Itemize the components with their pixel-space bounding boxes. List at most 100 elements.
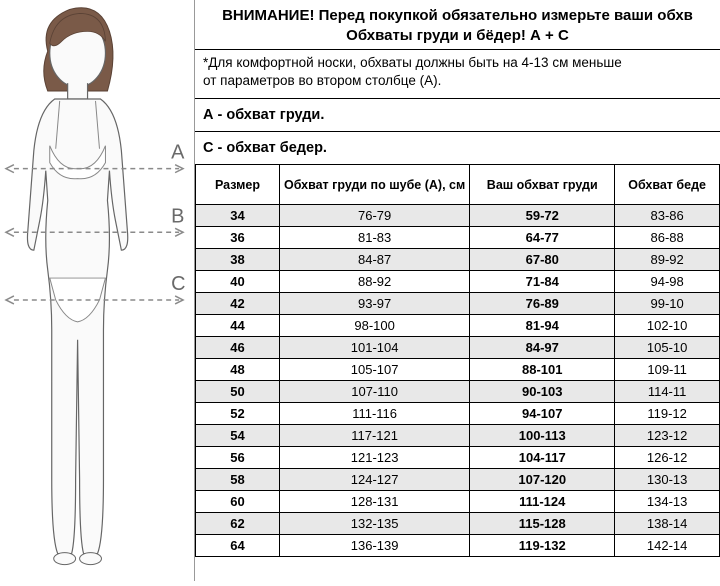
table-row: 3476-7959-7283-86 [196,205,720,227]
table-cell: 60 [196,491,280,513]
table-cell: 138-14 [615,513,720,535]
table-cell: 142-14 [615,535,720,557]
table-cell: 121-123 [280,447,470,469]
table-cell: 84-97 [470,337,615,359]
table-cell: 114-11 [615,381,720,403]
table-cell: 56 [196,447,280,469]
table-row: 64136-139119-132142-14 [196,535,720,557]
table-cell: 93-97 [280,293,470,315]
table-cell: 44 [196,315,280,337]
table-cell: 123-12 [615,425,720,447]
table-cell: 107-120 [470,469,615,491]
table-row: 54117-121100-113123-12 [196,425,720,447]
table-cell: 100-113 [470,425,615,447]
note-line2: от параметров во втором столбце (А). [203,72,712,90]
label-b: B [171,205,184,227]
table-cell: 88-92 [280,271,470,293]
table-cell: 50 [196,381,280,403]
table-cell: 36 [196,227,280,249]
table-cell: 94-98 [615,271,720,293]
table-cell: 71-84 [470,271,615,293]
table-row: 52111-11694-107119-12 [196,403,720,425]
header-subtitle: Обхваты груди и бёдер! А + С [203,26,712,46]
table-cell: 132-135 [280,513,470,535]
col-hip: Обхват беде [615,165,720,205]
table-cell: 76-79 [280,205,470,227]
table-cell: 111-116 [280,403,470,425]
table-cell: 98-100 [280,315,470,337]
table-cell: 94-107 [470,403,615,425]
table-cell: 76-89 [470,293,615,315]
table-cell: 81-83 [280,227,470,249]
col-size: Размер [196,165,280,205]
table-cell: 62 [196,513,280,535]
table-cell: 88-101 [470,359,615,381]
table-cell: 134-13 [615,491,720,513]
table-cell: 99-10 [615,293,720,315]
size-table: Размер Обхват груди по шубе (А), см Ваш … [195,164,720,557]
table-cell: 64-77 [470,227,615,249]
note-line1: *Для комфортной носки, обхваты должны бы… [203,54,712,72]
table-row: 3884-8767-8089-92 [196,249,720,271]
figure-panel: A B C [0,0,195,581]
table-cell: 111-124 [470,491,615,513]
table-cell: 86-88 [615,227,720,249]
table-cell: 119-132 [470,535,615,557]
label-a: A [171,142,185,164]
table-cell: 38 [196,249,280,271]
table-cell: 40 [196,271,280,293]
size-table-wrap: Размер Обхват груди по шубе (А), см Ваш … [195,164,720,557]
table-cell: 115-128 [470,513,615,535]
table-cell: 58 [196,469,280,491]
table-cell: 109-11 [615,359,720,381]
table-row: 4498-10081-94102-10 [196,315,720,337]
table-row: 3681-8364-7786-88 [196,227,720,249]
table-cell: 119-12 [615,403,720,425]
table-row: 50107-11090-103114-11 [196,381,720,403]
table-cell: 101-104 [280,337,470,359]
table-cell: 34 [196,205,280,227]
table-cell: 107-110 [280,381,470,403]
table-header-row: Размер Обхват груди по шубе (А), см Ваш … [196,165,720,205]
table-cell: 81-94 [470,315,615,337]
table-cell: 46 [196,337,280,359]
col-a: Обхват груди по шубе (А), см [280,165,470,205]
table-row: 4088-9271-8494-98 [196,271,720,293]
table-cell: 52 [196,403,280,425]
table-cell: 105-107 [280,359,470,381]
table-cell: 128-131 [280,491,470,513]
table-cell: 64 [196,535,280,557]
table-cell: 84-87 [280,249,470,271]
table-row: 4293-9776-8999-10 [196,293,720,315]
table-cell: 124-127 [280,469,470,491]
table-cell: 104-117 [470,447,615,469]
header-title: ВНИМАНИЕ! Перед покупкой обязательно изм… [203,6,712,26]
table-cell: 126-12 [615,447,720,469]
table-cell: 130-13 [615,469,720,491]
table-row: 60128-131111-124134-13 [196,491,720,513]
section-c-label: С - обхват бедер. [195,132,720,164]
table-row: 58124-127107-120130-13 [196,469,720,491]
table-cell: 105-10 [615,337,720,359]
table-cell: 90-103 [470,381,615,403]
table-cell: 54 [196,425,280,447]
table-cell: 42 [196,293,280,315]
table-cell: 102-10 [615,315,720,337]
note-block: *Для комфортной носки, обхваты должны бы… [195,50,720,99]
section-a-label: А - обхват груди. [195,99,720,132]
header-block: ВНИМАНИЕ! Перед покупкой обязательно изм… [195,0,720,50]
table-cell: 59-72 [470,205,615,227]
col-chest: Ваш обхват груди [470,165,615,205]
content-panel: ВНИМАНИЕ! Перед покупкой обязательно изм… [195,0,720,581]
label-c: C [171,273,185,295]
table-cell: 136-139 [280,535,470,557]
table-cell: 117-121 [280,425,470,447]
body-figure: A B C [0,0,194,581]
table-cell: 48 [196,359,280,381]
table-row: 56121-123104-117126-12 [196,447,720,469]
table-row: 48105-10788-101109-11 [196,359,720,381]
table-row: 62132-135115-128138-14 [196,513,720,535]
table-cell: 89-92 [615,249,720,271]
table-cell: 83-86 [615,205,720,227]
table-cell: 67-80 [470,249,615,271]
